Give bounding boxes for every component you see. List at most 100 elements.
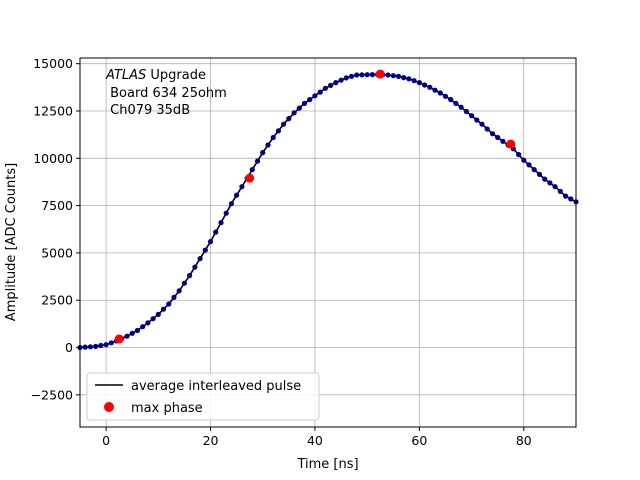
pulse-point xyxy=(254,158,261,164)
pulse-point xyxy=(547,180,553,186)
pulse-point xyxy=(343,75,349,81)
pulse-point xyxy=(385,72,391,78)
pulse-point xyxy=(260,150,266,156)
pulse-point xyxy=(484,126,490,132)
pulse-point xyxy=(270,134,276,141)
pulse-point xyxy=(432,87,438,93)
x-tick-label: 40 xyxy=(307,433,323,448)
y-axis-ticks: −2500 0 2500 5000 7500 10000 12500 15000 xyxy=(31,56,80,402)
annotation-line-3: Ch079 35dB xyxy=(106,103,190,118)
pulse-point xyxy=(307,97,313,103)
pulse-point xyxy=(213,229,219,235)
pulse-point xyxy=(301,100,308,106)
x-tick-label: 80 xyxy=(516,433,532,448)
pulse-point xyxy=(427,84,433,90)
y-tick-label: 0 xyxy=(65,340,73,355)
max-phase-points xyxy=(114,69,516,344)
pulse-point xyxy=(207,239,214,245)
pulse-point xyxy=(140,324,146,330)
pulse-point xyxy=(333,80,339,86)
legend: average interleaved pulse max phase xyxy=(86,372,320,421)
pulse-point xyxy=(192,264,198,270)
pulse-points xyxy=(77,71,579,351)
annotation-atlas: ATLAS xyxy=(105,68,146,83)
pulse-point xyxy=(557,188,563,194)
pulse-point xyxy=(463,108,469,115)
legend-box xyxy=(86,372,320,421)
pulse-point xyxy=(317,89,323,95)
pulse-point xyxy=(568,196,574,202)
pulse-point xyxy=(286,116,292,122)
pulse-point xyxy=(401,75,407,81)
pulse-point xyxy=(542,176,548,182)
max-phase-point xyxy=(375,69,385,79)
pulse-point xyxy=(526,162,532,168)
pulse-point xyxy=(129,330,135,336)
max-phase-point xyxy=(245,173,255,183)
pulse-point xyxy=(234,192,240,198)
pulse-point xyxy=(98,342,104,349)
annotation-line-1: ATLAS Upgrade xyxy=(105,68,206,83)
pulse-point xyxy=(448,97,454,103)
pulse-point xyxy=(479,121,485,127)
pulse-point xyxy=(145,320,151,326)
pulse-point xyxy=(312,93,318,99)
pulse-point xyxy=(338,77,344,83)
pulse-point xyxy=(218,220,224,226)
x-tick-label: 0 xyxy=(102,433,110,448)
pulse-point xyxy=(469,113,475,119)
y-axis-label: Amplitude [ADC Counts] xyxy=(4,163,19,321)
pulse-point xyxy=(536,171,543,177)
pulse-point xyxy=(291,110,297,116)
pulse-point xyxy=(354,72,360,78)
pulse-point xyxy=(359,72,365,78)
y-tick-label: 12500 xyxy=(33,103,73,118)
x-axis-ticks: 0 20 40 60 80 xyxy=(102,427,532,448)
y-tick-label: −2500 xyxy=(31,387,73,402)
pulse-point xyxy=(296,105,302,111)
pulse-point xyxy=(93,343,99,349)
pulse-point xyxy=(395,73,402,79)
pulse-point xyxy=(390,73,396,79)
pulse-point xyxy=(348,73,355,79)
pulse-point xyxy=(202,247,208,253)
pulse-point xyxy=(281,121,287,127)
pulse-point xyxy=(364,72,370,78)
pulse-point xyxy=(249,167,255,173)
pulse-point xyxy=(103,342,109,348)
pulse-point xyxy=(489,131,496,137)
pulse-point xyxy=(563,193,569,199)
x-tick-label: 20 xyxy=(203,433,219,448)
pulse-point xyxy=(328,82,334,88)
y-tick-label: 15000 xyxy=(33,56,73,71)
pulse-point xyxy=(82,344,88,350)
pulse-point xyxy=(495,134,501,141)
x-axis-label: Time [ns] xyxy=(296,457,358,472)
pulse-point xyxy=(516,151,522,158)
pulse-point xyxy=(416,80,422,86)
pulse-point xyxy=(87,344,93,350)
pulse-point xyxy=(406,76,412,82)
pulse-point xyxy=(124,333,130,339)
pulse-point xyxy=(197,256,203,262)
legend-label-pulse: average interleaved pulse xyxy=(131,379,301,394)
y-tick-label: 7500 xyxy=(41,198,73,213)
plot-frame xyxy=(79,57,577,428)
y-tick-label: 2500 xyxy=(41,293,73,308)
pulse-point xyxy=(239,184,245,190)
pulse-point xyxy=(160,306,167,312)
y-tick-label: 10000 xyxy=(33,151,73,166)
pulse-point xyxy=(155,311,161,317)
pulse-point xyxy=(453,100,459,106)
pulse-point xyxy=(171,294,177,300)
pulse-point xyxy=(108,340,114,346)
pulse-point xyxy=(474,117,480,123)
pulse-point xyxy=(166,301,172,307)
pulse-point xyxy=(422,82,428,88)
pulse-point xyxy=(275,128,281,134)
y-tick-label: 5000 xyxy=(41,245,73,260)
pulse-point xyxy=(134,327,140,334)
pulse-point xyxy=(181,280,187,286)
pulse-point xyxy=(187,273,193,279)
